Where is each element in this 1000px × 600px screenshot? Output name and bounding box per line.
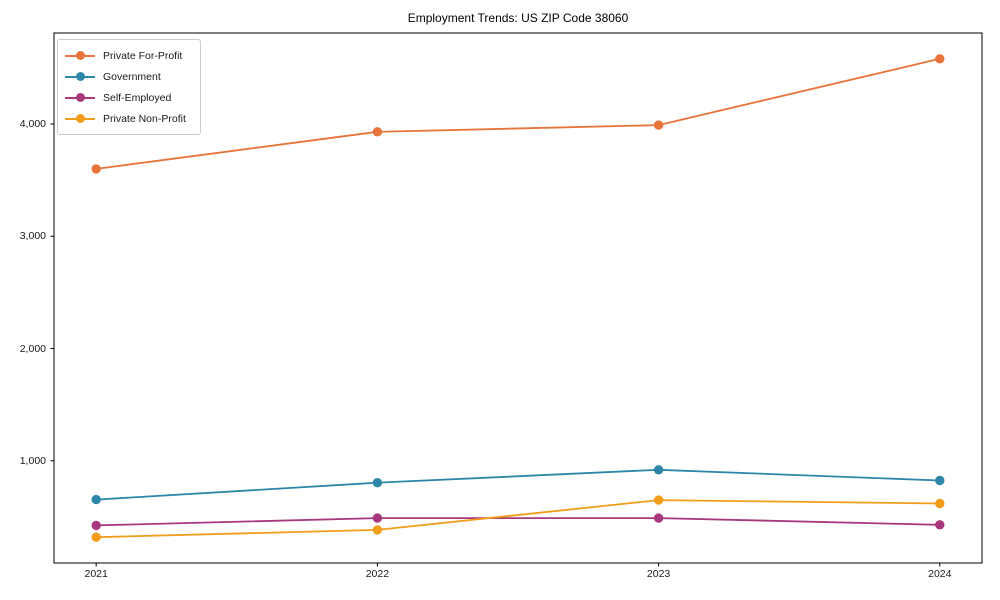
x-axis-tick-label: 2024 bbox=[928, 568, 952, 580]
series-line bbox=[95, 468, 941, 501]
data-point-marker bbox=[91, 520, 101, 531]
legend-label: Private For-Profit bbox=[103, 49, 183, 62]
legend-label: Government bbox=[103, 70, 161, 83]
x-axis-tick-label: 2023 bbox=[646, 568, 671, 580]
line-marker-icon bbox=[65, 93, 95, 103]
data-point-marker bbox=[653, 465, 664, 475]
chart-title: Employment Trends: US ZIP Code 38060 bbox=[407, 11, 629, 25]
y-axis-tick-label: 2,000 bbox=[19, 342, 46, 355]
data-point-marker bbox=[653, 513, 664, 523]
data-point-marker bbox=[372, 127, 383, 137]
legend-item: Self-Employed bbox=[65, 87, 192, 108]
data-point-marker bbox=[935, 54, 945, 64]
series-line bbox=[95, 517, 941, 527]
legend-label: Private Non-Profit bbox=[103, 112, 186, 125]
series-line bbox=[95, 499, 941, 539]
data-point-marker bbox=[91, 494, 101, 505]
legend-item: Private For-Profit bbox=[65, 45, 192, 66]
data-point-marker bbox=[935, 498, 945, 509]
y-axis-tick-label: 1,000 bbox=[19, 454, 46, 467]
data-point-marker bbox=[372, 525, 383, 535]
line-marker-icon bbox=[65, 51, 95, 61]
y-axis-tick-label: 3,000 bbox=[19, 230, 46, 243]
data-point-marker bbox=[935, 520, 945, 530]
x-axis-tick-label: 2021 bbox=[84, 568, 108, 580]
legend-item: Government bbox=[65, 66, 192, 87]
data-point-marker bbox=[91, 532, 101, 542]
line-marker-icon bbox=[65, 72, 95, 82]
series-line bbox=[95, 57, 941, 170]
line-marker-icon bbox=[65, 114, 95, 124]
legend-label: Self-Employed bbox=[103, 91, 172, 104]
data-point-marker bbox=[653, 495, 664, 505]
data-point-marker bbox=[372, 513, 383, 523]
data-point-marker bbox=[91, 164, 101, 174]
data-point-marker bbox=[653, 120, 664, 130]
data-point-marker bbox=[372, 478, 383, 488]
plot-frame bbox=[53, 32, 983, 564]
data-point-marker bbox=[935, 475, 945, 486]
legend: Private For-Profit Government Self-Emplo… bbox=[57, 39, 201, 135]
y-axis-tick-label: 4,000 bbox=[19, 118, 46, 130]
legend-item: Private Non-Profit bbox=[65, 108, 192, 129]
x-axis-tick-label: 2022 bbox=[365, 568, 390, 580]
